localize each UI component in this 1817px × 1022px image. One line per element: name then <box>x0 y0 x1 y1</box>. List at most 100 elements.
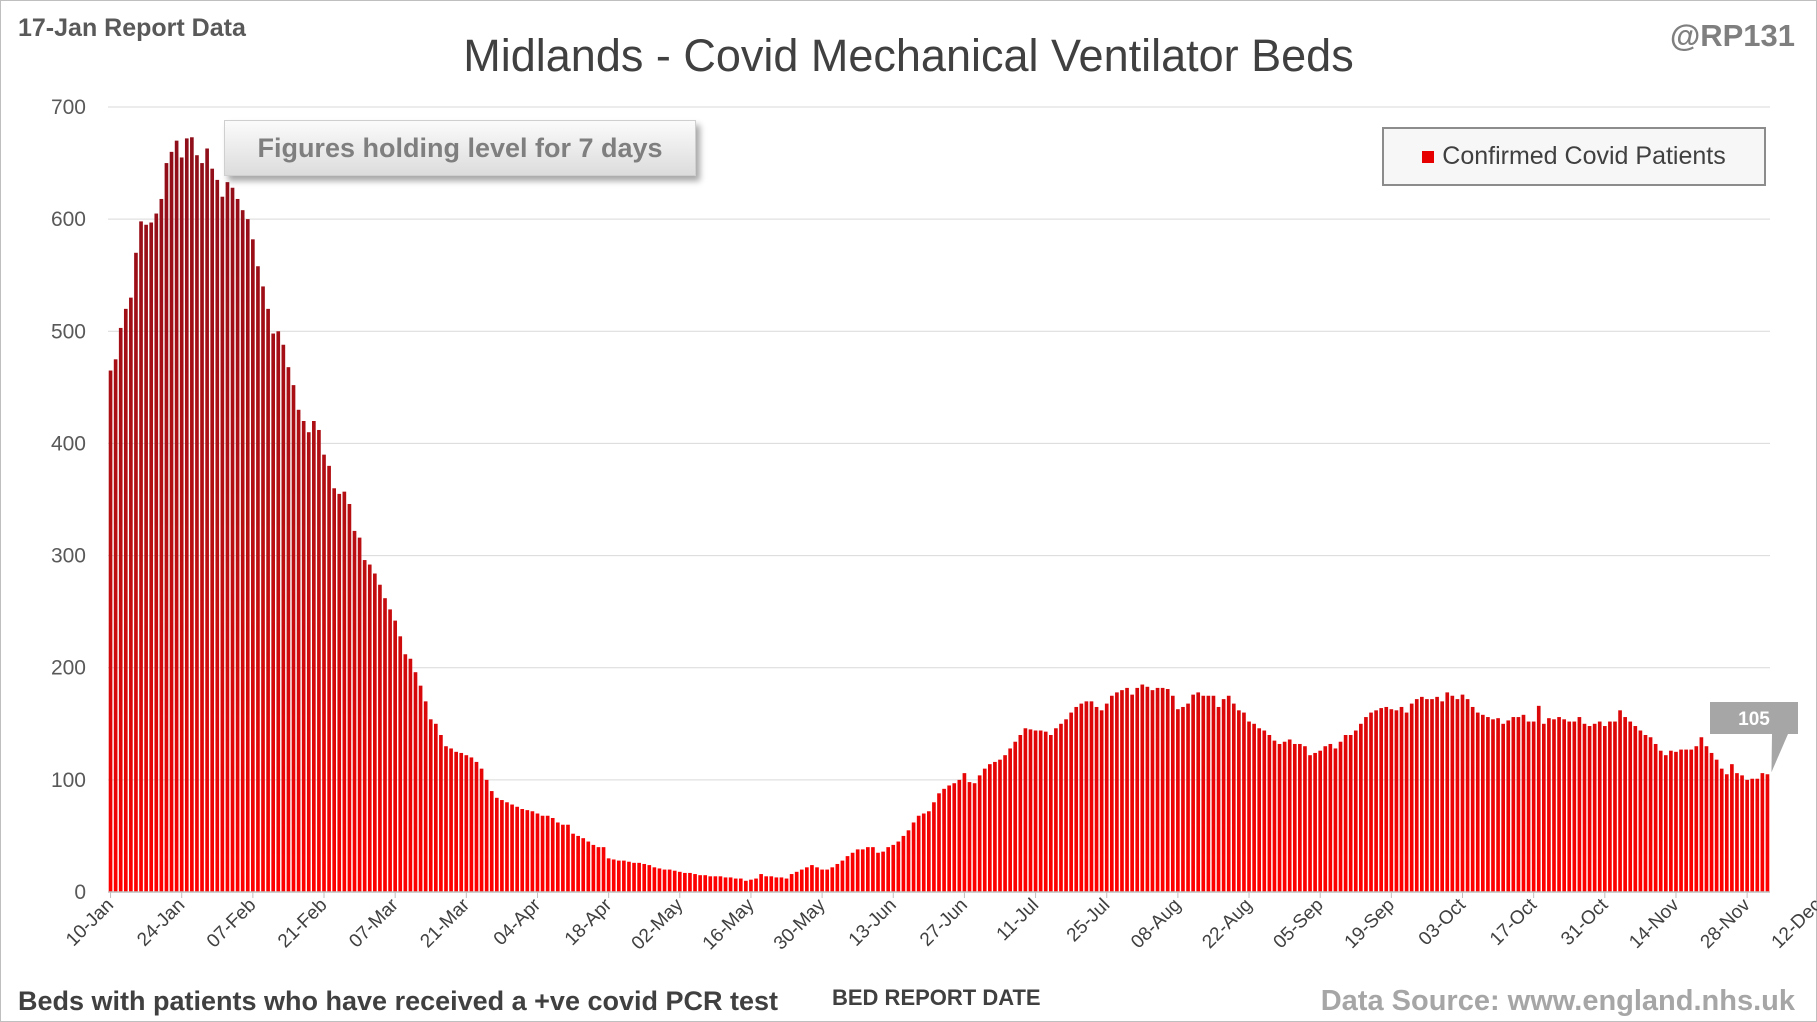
bar <box>500 800 504 892</box>
bar <box>1435 696 1439 892</box>
bar <box>764 876 769 892</box>
bar <box>1379 708 1384 892</box>
bar <box>179 157 184 892</box>
bar <box>759 874 763 892</box>
bar <box>911 822 916 892</box>
bar <box>830 867 835 892</box>
bar <box>312 421 316 892</box>
bar <box>444 746 448 892</box>
bar <box>1069 712 1073 892</box>
end-value-callout: 105 <box>1710 702 1798 773</box>
bar <box>1541 723 1546 892</box>
bar <box>464 755 469 892</box>
bar <box>1338 741 1343 892</box>
bar <box>1170 695 1175 892</box>
x-tick-label: 25-Jul <box>1063 895 1114 946</box>
bar <box>1526 721 1531 892</box>
x-tick-label: 12-Dec <box>1768 895 1817 953</box>
bar <box>1079 703 1084 892</box>
bar <box>1719 768 1724 892</box>
bar <box>1308 755 1312 892</box>
bar <box>357 537 362 892</box>
bar <box>1679 749 1683 892</box>
bar <box>957 779 962 892</box>
bar <box>1059 723 1063 892</box>
bar <box>108 370 113 892</box>
annotation-callout: Figures holding level for 7 days <box>224 120 696 176</box>
bar <box>1033 730 1038 892</box>
bar <box>1242 712 1246 892</box>
bar <box>606 858 611 892</box>
x-tick-label: 31-Oct <box>1557 894 1613 950</box>
bar <box>423 701 428 892</box>
bar <box>215 179 220 893</box>
bar <box>891 844 896 892</box>
bar <box>586 841 591 892</box>
bar <box>1674 751 1678 892</box>
bar <box>1074 706 1079 892</box>
bar <box>240 210 245 892</box>
bar <box>835 863 840 892</box>
bar <box>322 454 326 892</box>
bar <box>1353 730 1358 892</box>
bar <box>1694 746 1699 892</box>
bar <box>820 869 824 892</box>
bar <box>1348 735 1353 892</box>
bar <box>906 830 911 892</box>
bar <box>1018 735 1023 892</box>
bar <box>1267 735 1272 892</box>
bar <box>1313 752 1317 892</box>
data-source: Data Source: www.england.nhs.uk <box>1320 985 1795 1017</box>
bar <box>886 847 891 892</box>
bar <box>1486 717 1490 892</box>
bar <box>1475 712 1480 892</box>
bar <box>1303 746 1307 892</box>
bar <box>1094 706 1099 892</box>
bar <box>1043 731 1048 892</box>
y-tick-label: 700 <box>51 96 86 119</box>
x-tick-label: 18-Apr <box>561 894 617 950</box>
bar <box>1115 692 1119 892</box>
bar <box>672 870 677 892</box>
bar <box>154 213 159 893</box>
bar <box>1653 743 1658 892</box>
bar <box>799 869 804 892</box>
bar <box>1023 728 1028 892</box>
bar <box>388 609 392 892</box>
bar <box>1592 723 1597 892</box>
bar <box>118 327 123 893</box>
bar <box>1343 735 1348 892</box>
bar <box>520 809 525 892</box>
report-date-label: 17-Jan Report Data <box>18 14 246 42</box>
bar <box>1252 723 1256 892</box>
bar <box>1465 699 1470 892</box>
bar <box>1084 701 1089 892</box>
bar <box>576 835 580 892</box>
end-callout-pointer <box>1771 734 1788 773</box>
bar <box>789 874 794 892</box>
bar <box>454 751 458 892</box>
x-tick-label: 03-Oct <box>1415 894 1471 950</box>
bar <box>596 847 601 892</box>
bar <box>225 182 230 892</box>
bar <box>1298 743 1302 892</box>
x-tick-label: 07-Feb <box>203 895 260 952</box>
x-tick-label: 19-Sep <box>1341 895 1399 953</box>
bar <box>1257 728 1262 892</box>
bar <box>1521 714 1526 892</box>
bar <box>256 266 260 892</box>
bar <box>428 719 433 892</box>
bar <box>1369 712 1373 892</box>
y-tick-label: 200 <box>51 657 86 680</box>
bar <box>871 847 875 892</box>
x-tick-label: 17-Oct <box>1486 894 1542 950</box>
bar <box>367 564 372 892</box>
bar <box>190 137 194 892</box>
bar <box>1394 710 1399 892</box>
bar <box>845 856 850 892</box>
bar <box>642 863 647 892</box>
bar <box>1638 730 1643 892</box>
bar <box>149 222 154 892</box>
bar <box>1237 710 1241 892</box>
x-tick-label: 08-Aug <box>1127 895 1185 953</box>
